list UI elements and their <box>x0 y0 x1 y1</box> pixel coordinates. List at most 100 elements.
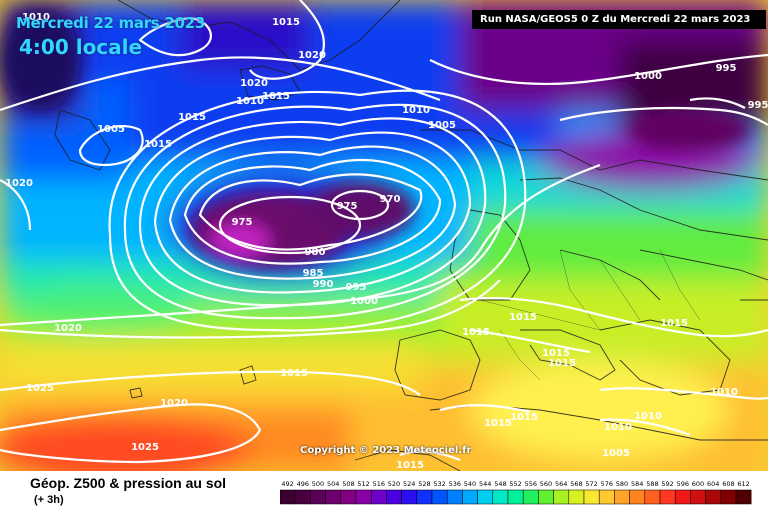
isobar-label: 1015 <box>396 460 424 471</box>
isobar-label: 1015 <box>280 368 308 379</box>
isobar-label: 1010 <box>604 422 632 433</box>
legend-swatch <box>370 489 387 505</box>
legend-swatch <box>553 489 570 505</box>
isobar-label: 990 <box>313 279 334 290</box>
isobar-label: 1010 <box>634 411 662 422</box>
legend-value: 584 <box>631 480 643 488</box>
legend-swatch <box>507 489 524 505</box>
legend-value: 516 <box>373 480 385 488</box>
legend-swatch <box>325 489 342 505</box>
legend-swatch <box>659 489 676 505</box>
legend-value: 600 <box>692 480 704 488</box>
isobars <box>0 0 768 464</box>
legend-swatch <box>644 489 661 505</box>
legend-value: 612 <box>737 480 749 488</box>
legend-value: 504 <box>327 480 339 488</box>
copyright-label: Copyright © 2023 Meteociel.fr <box>300 445 472 456</box>
isobar-label: 1010 <box>236 96 264 107</box>
legend-value: 500 <box>312 480 324 488</box>
run-info-label: Run NASA/GEOS5 0 Z du Mercredi 22 mars 2… <box>472 10 766 29</box>
legend-swatch <box>614 489 630 505</box>
time-label: 4:00 locale <box>19 35 143 59</box>
isobar-label: 1005 <box>428 120 456 131</box>
isobar-label: 1020 <box>160 398 188 409</box>
legend-swatch <box>629 489 646 505</box>
isobar-label: 1015 <box>510 412 538 423</box>
legend-swatch <box>294 489 311 505</box>
isobar-label: 995 <box>748 100 768 111</box>
legend-value: 608 <box>722 480 734 488</box>
legend-swatch <box>522 489 539 505</box>
legend-swatch <box>568 489 585 505</box>
legend-value: 492 <box>281 480 293 488</box>
legend-value: 540 <box>464 480 476 488</box>
chart-title: Géop. Z500 & pression au sol <box>30 475 227 491</box>
legend-swatch <box>446 489 463 505</box>
isobar-label: 1025 <box>26 383 54 394</box>
legend-value: 556 <box>525 480 537 488</box>
legend-value: 580 <box>616 480 628 488</box>
legend-value: 568 <box>570 480 582 488</box>
isobar-label: 995 <box>716 63 737 74</box>
legend-swatch <box>401 489 418 505</box>
isobar-label: 1010 <box>710 387 738 398</box>
legend-value: 560 <box>540 480 552 488</box>
legend-swatch <box>416 489 433 505</box>
legend-swatch <box>583 489 600 505</box>
isobar-label: 1015 <box>660 318 688 329</box>
legend-swatch <box>538 489 554 505</box>
legend-swatch <box>355 489 372 505</box>
borders <box>479 249 701 381</box>
legend-swatch <box>690 489 706 505</box>
legend-swatch <box>720 489 737 505</box>
legend-value: 512 <box>357 480 369 488</box>
legend-value: 588 <box>646 480 658 488</box>
isobar-label: 1015 <box>272 17 300 28</box>
legend-swatch <box>598 489 615 505</box>
legend-value: 572 <box>585 480 597 488</box>
chart-subtitle: (+ 3h) <box>34 494 64 506</box>
legend-value: 604 <box>707 480 719 488</box>
isobar-label: 1015 <box>462 327 490 338</box>
legend-value: 496 <box>297 480 309 488</box>
isobar-label: 975 <box>337 201 358 212</box>
legend-value: 552 <box>509 480 521 488</box>
legend-value: 508 <box>342 480 354 488</box>
isobar-label: 1005 <box>97 124 125 135</box>
legend-value: 528 <box>418 480 430 488</box>
legend-value: 544 <box>479 480 491 488</box>
weather-map: 1010 1015 1020 1020 1010 1015 1015 1005 … <box>0 0 768 471</box>
isobar-label: 1020 <box>298 50 326 61</box>
isobar-label: 1015 <box>262 91 290 102</box>
isobar-label: 1015 <box>144 139 172 150</box>
legend-value: 564 <box>555 480 567 488</box>
legend-swatch <box>705 489 722 505</box>
legend-value: 532 <box>433 480 445 488</box>
legend-swatch <box>340 489 357 505</box>
isobar-label: 1015 <box>548 358 576 369</box>
legend-value: 596 <box>677 480 689 488</box>
isobar-label: 995 <box>346 282 367 293</box>
legend-swatch <box>735 489 752 505</box>
isobar-label: 1010 <box>22 12 50 23</box>
legend-value: 592 <box>661 480 673 488</box>
legend-value: 524 <box>403 480 415 488</box>
isobar-label: 1025 <box>131 442 159 453</box>
legend-value: 548 <box>494 480 506 488</box>
legend-swatch <box>310 489 326 505</box>
legend-swatch <box>280 489 296 505</box>
date-label: Mercredi 22 mars 2023 <box>16 14 205 32</box>
legend-swatch <box>674 489 691 505</box>
isobar-label: 975 <box>232 217 253 228</box>
isobar-label: 980 <box>305 247 326 258</box>
isobar-label: 1005 <box>602 448 630 459</box>
legend-value: 576 <box>601 480 613 488</box>
legend-swatch <box>477 489 494 505</box>
isobar-label: 985 <box>303 268 324 279</box>
isobar-label: 1020 <box>5 178 33 189</box>
isobar-label: 1020 <box>240 78 268 89</box>
legend-swatch <box>386 489 402 505</box>
isobar-label: 1000 <box>350 296 378 307</box>
color-scale-legend: 492 496 500 504 508 512 516 520 524 528 532 536 540 5… <box>280 480 752 505</box>
legend-value: 536 <box>449 480 461 488</box>
